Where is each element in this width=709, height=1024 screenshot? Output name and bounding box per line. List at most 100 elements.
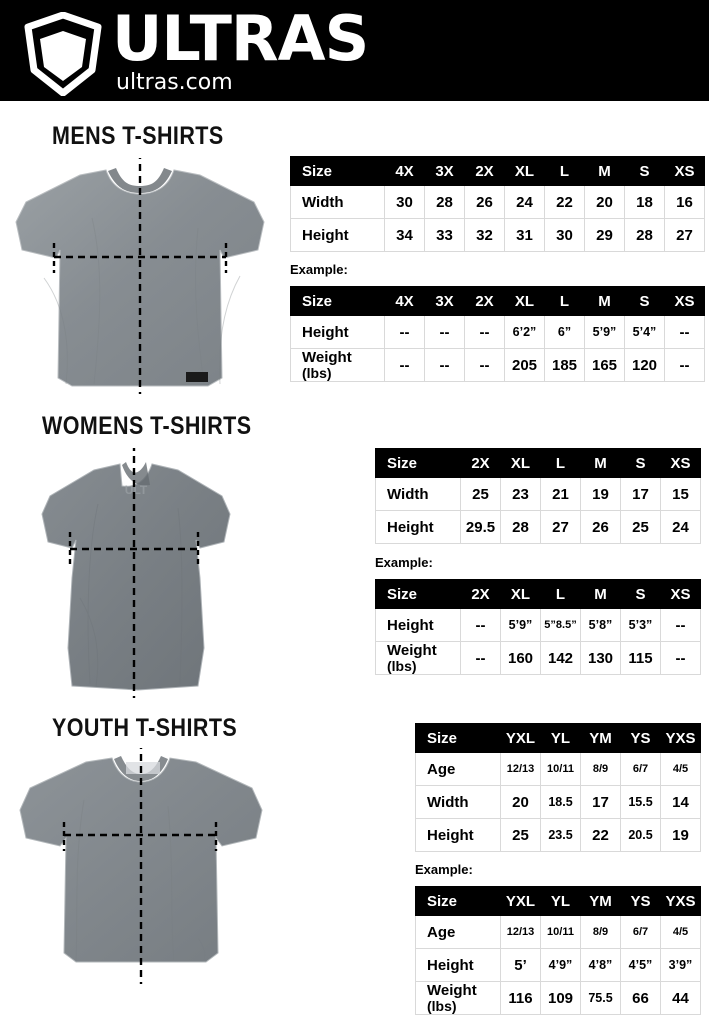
col-head-yxs: YXS [660, 886, 701, 916]
cell: 185 [544, 348, 585, 382]
cell: -- [424, 315, 465, 349]
cell: 21 [540, 477, 581, 511]
cell: -- [664, 348, 705, 382]
col-head-ys: YS [620, 886, 661, 916]
table-row: Height -- 5’9” 5”8.5” 5’8” 5’3” -- [375, 608, 701, 642]
col-head-s: S [620, 579, 661, 609]
col-head-m: M [580, 448, 621, 478]
cell: -- [424, 348, 465, 382]
row-label-weight-unit: (lbs) [387, 658, 417, 674]
table-header-row: Size 2X XL L M S XS [375, 579, 701, 609]
cell: 27 [664, 218, 705, 252]
cell: 116 [500, 981, 541, 1015]
cell: 23 [500, 477, 541, 511]
col-head-l: L [540, 448, 581, 478]
col-head-xl: XL [504, 286, 545, 316]
cell: 28 [624, 218, 665, 252]
cell: 5’4” [624, 315, 665, 349]
col-head-size: Size [290, 286, 385, 316]
col-head-yxs: YXS [660, 723, 701, 753]
cell: 19 [660, 818, 701, 852]
cell: 24 [660, 510, 701, 544]
table-row: Height -- -- -- 6’2” 6” 5’9” 5’4” -- [290, 315, 705, 349]
row-label-width: Width [290, 185, 385, 219]
col-head-m: M [584, 156, 625, 186]
cell: 30 [384, 185, 425, 219]
col-head-l: L [544, 156, 585, 186]
cell: 115 [620, 641, 661, 675]
col-head-l: L [544, 286, 585, 316]
col-head-l: L [540, 579, 581, 609]
cell: 14 [660, 785, 701, 819]
mens-tshirt-measurement-diagram-icon [8, 158, 278, 394]
cell: 26 [580, 510, 621, 544]
row-label-width: Width [415, 785, 501, 819]
cell: 4’8” [580, 948, 621, 982]
womens-example-table: Size 2X XL L M S XS Height -- 5’9” 5”8.5… [375, 579, 701, 675]
cell: 18 [624, 185, 665, 219]
col-head-s: S [624, 156, 665, 186]
page-header: ULTRAS ultras.com [0, 0, 709, 104]
row-label-weight: Weight (lbs) [375, 641, 461, 675]
col-head-3x: 3X [424, 286, 465, 316]
col-head-size: Size [290, 156, 385, 186]
row-label-height: Height [415, 948, 501, 982]
cell: 5’9” [584, 315, 625, 349]
col-head-yl: YL [540, 723, 581, 753]
cell: 25 [620, 510, 661, 544]
col-head-size: Size [415, 886, 501, 916]
table-row: Height 34 33 32 31 30 29 28 27 [290, 218, 705, 252]
col-head-ys: YS [620, 723, 661, 753]
col-head-yxl: YXL [500, 886, 541, 916]
example-label-womens: Example: [375, 555, 433, 570]
cell: 27 [540, 510, 581, 544]
cell: 28 [500, 510, 541, 544]
cell: 4/5 [660, 752, 701, 786]
header-divider [0, 101, 709, 104]
cell: -- [660, 608, 701, 642]
cell: 3’9” [660, 948, 701, 982]
cell: 22 [544, 185, 585, 219]
col-head-xl: XL [504, 156, 545, 186]
col-head-m: M [580, 579, 621, 609]
col-head-ym: YM [580, 886, 621, 916]
cell: 22 [580, 818, 621, 852]
col-head-yl: YL [540, 886, 581, 916]
table-row: Height 5’ 4’9” 4’8” 4’5” 3’9” [415, 948, 701, 982]
row-label-weight: Weight (lbs) [290, 348, 385, 382]
brand-wordmark: ULTRAS [112, 2, 369, 75]
cell: -- [664, 315, 705, 349]
table-row: Age 12/13 10/11 8/9 6/7 4/5 [415, 915, 701, 949]
table-row: Height 29.5 28 27 26 25 24 [375, 510, 701, 544]
row-label-weight-unit: (lbs) [302, 365, 332, 381]
cell: 24 [504, 185, 545, 219]
table-row: Width 20 18.5 17 15.5 14 [415, 785, 701, 819]
shield-pentagon-logo-icon [22, 11, 104, 97]
cell: 10/11 [540, 915, 581, 949]
cell: 4’9” [540, 948, 581, 982]
col-head-size: Size [375, 579, 461, 609]
cell: -- [464, 348, 505, 382]
col-head-yxl: YXL [500, 723, 541, 753]
cell: 6/7 [620, 915, 661, 949]
table-row: Width 25 23 21 19 17 15 [375, 477, 701, 511]
cell: 20 [500, 785, 541, 819]
cell: 5’3” [620, 608, 661, 642]
cell: 28 [424, 185, 465, 219]
table-row: Weight (lbs) -- 160 142 130 115 -- [375, 641, 701, 675]
col-head-xl: XL [500, 448, 541, 478]
example-label-mens: Example: [290, 262, 348, 277]
svg-text:ULT: ULT [125, 483, 148, 497]
cell: 15.5 [620, 785, 661, 819]
row-label-height: Height [375, 608, 461, 642]
cell: 109 [540, 981, 581, 1015]
table-row: Weight (lbs) 116 109 75.5 66 44 [415, 981, 701, 1015]
youth-size-table: Size YXL YL YM YS YXS Age 12/13 10/11 8/… [415, 723, 701, 852]
cell: 165 [584, 348, 625, 382]
cell: 18.5 [540, 785, 581, 819]
row-label-weight: Weight (lbs) [415, 981, 501, 1015]
cell: 34 [384, 218, 425, 252]
womens-tshirt-measurement-diagram-icon: ULT [28, 448, 268, 698]
cell: 33 [424, 218, 465, 252]
col-head-xl: XL [500, 579, 541, 609]
